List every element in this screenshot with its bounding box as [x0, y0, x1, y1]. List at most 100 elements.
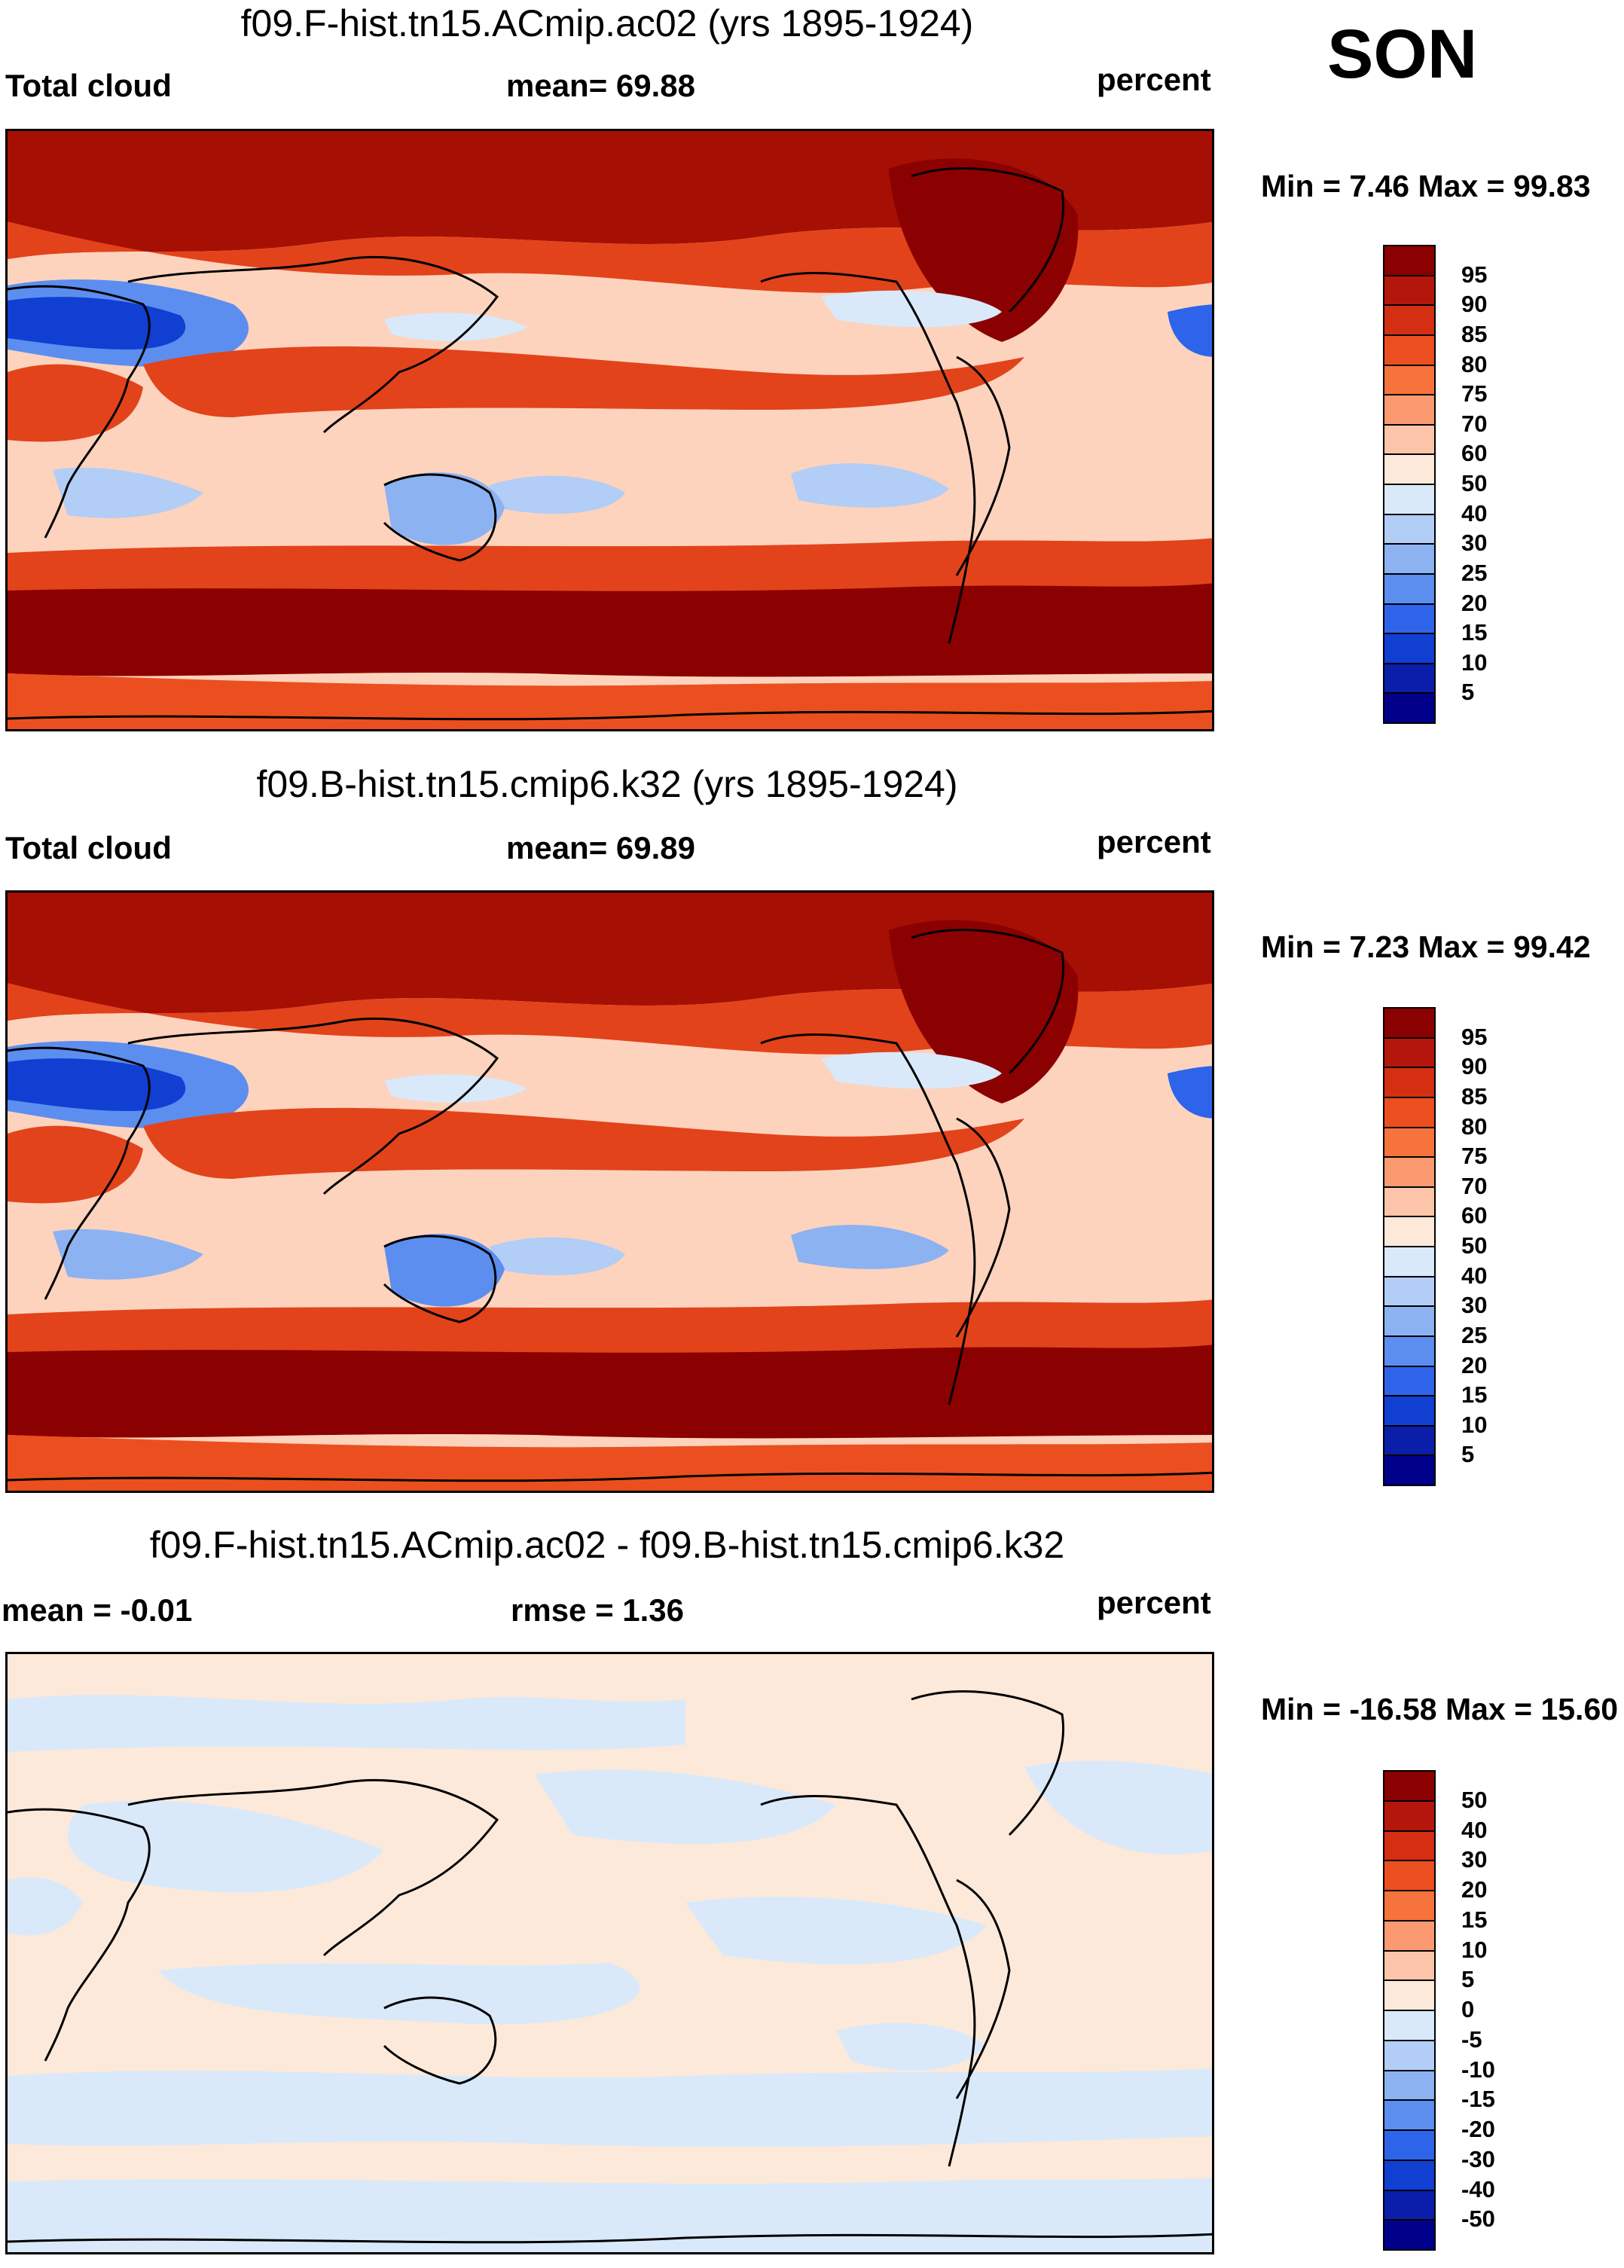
colorbar-tick-label: 70	[1461, 410, 1488, 437]
colorbar-swatch	[1383, 692, 1436, 724]
colorbar-tick-label: 75	[1461, 380, 1488, 408]
colorbar-tick-label: 20	[1461, 1876, 1488, 1903]
panel-middle-colorbar	[1383, 1007, 1436, 1486]
colorbar-tick-label: 80	[1461, 350, 1488, 377]
panel-middle-mean-label: mean= 69.89	[506, 830, 696, 865]
colorbar-swatch	[1383, 1365, 1436, 1397]
colorbar-tick-label: 85	[1461, 320, 1488, 347]
colorbar-tick-label: 5	[1461, 1441, 1475, 1468]
colorbar-swatch	[1383, 633, 1436, 664]
colorbar-tick-label: 15	[1461, 1906, 1488, 1933]
colorbar-tick-label: 15	[1461, 1381, 1488, 1409]
colorbar-swatch	[1383, 1830, 1436, 1862]
panel-middle-minmax: Min = 7.23 Max = 99.42	[1261, 929, 1591, 964]
colorbar-swatch	[1383, 2219, 1436, 2251]
colorbar-swatch	[1383, 2159, 1436, 2191]
colorbar-tick-label: 0	[1461, 1996, 1475, 2022]
colorbar-swatch	[1383, 2099, 1436, 2131]
colorbar-swatch	[1383, 423, 1436, 456]
panel-top-title: f09.F-hist.tn15.ACmip.ac02 (yrs 1895-192…	[240, 2, 974, 44]
panel-top-mean-label: mean= 69.88	[506, 68, 696, 103]
cloud-map-middle	[8, 893, 1212, 1491]
colorbar-tick-label: 40	[1461, 1262, 1488, 1289]
colorbar-swatch	[1383, 1770, 1436, 1802]
colorbar-swatch	[1383, 1919, 1436, 1952]
colorbar-swatch	[1383, 2069, 1436, 2102]
colorbar-tick-label: 10	[1461, 1936, 1488, 1963]
colorbar-swatch	[1383, 603, 1436, 635]
colorbar-swatch	[1383, 1395, 1436, 1427]
colorbar-swatch	[1383, 1067, 1436, 1098]
panel-bottom-units-label: percent	[1097, 1585, 1211, 1620]
colorbar-tick-label: 50	[1461, 470, 1488, 496]
panel-middle-map	[5, 890, 1214, 1493]
colorbar-swatch	[1383, 1216, 1436, 1247]
colorbar-swatch	[1383, 513, 1436, 545]
season-label: SON	[1327, 16, 1478, 93]
colorbar-tick-label: 30	[1461, 530, 1488, 557]
colorbar-tick-label: -40	[1461, 2175, 1495, 2202]
panel-bottom-map	[5, 1652, 1214, 2254]
colorbar-swatch	[1383, 304, 1436, 336]
panel-bottom-title: f09.F-hist.tn15.ACmip.ac02 - f09.B-hist.…	[149, 1524, 1065, 1566]
colorbar-swatch	[1383, 1275, 1436, 1308]
colorbar-tick-label: 15	[1461, 619, 1488, 646]
panel-top-colorbar	[1383, 245, 1436, 724]
colorbar-tick-label: 80	[1461, 1113, 1488, 1140]
colorbar-swatch	[1383, 484, 1436, 515]
panel-middle-units-label: percent	[1097, 824, 1211, 859]
colorbar-tick-label: -5	[1461, 2025, 1482, 2053]
colorbar-tick-label: 60	[1461, 440, 1488, 467]
colorbar-swatch	[1383, 1949, 1436, 1982]
colorbar-swatch	[1383, 2129, 1436, 2161]
colorbar-swatch	[1383, 543, 1436, 575]
panel-middle-title: f09.B-hist.tn15.cmip6.k32 (yrs 1895-1924…	[256, 763, 958, 805]
colorbar-tick-label: 30	[1461, 1292, 1488, 1319]
colorbar-swatch	[1383, 245, 1436, 276]
colorbar-swatch	[1383, 453, 1436, 485]
colorbar-tick-label: 40	[1461, 499, 1488, 527]
panel-bottom-minmax: Min = -16.58 Max = 15.60	[1261, 1692, 1619, 1726]
colorbar-tick-label: 50	[1461, 1232, 1488, 1259]
colorbar-tick-label: 60	[1461, 1202, 1488, 1229]
colorbar-swatch	[1383, 1186, 1436, 1218]
colorbar-tick-label: 75	[1461, 1143, 1488, 1170]
colorbar-tick-label: 10	[1461, 1411, 1488, 1438]
colorbar-tick-label: 95	[1461, 261, 1488, 288]
colorbar-tick-label: -30	[1461, 2145, 1495, 2172]
colorbar-swatch	[1383, 2039, 1436, 2071]
colorbar-swatch	[1383, 1799, 1436, 1832]
colorbar-swatch	[1383, 1890, 1436, 1922]
colorbar-swatch	[1383, 1455, 1436, 1486]
colorbar-tick-label: 85	[1461, 1082, 1488, 1110]
colorbar-tick-label: 20	[1461, 1351, 1488, 1378]
colorbar-tick-label: 40	[1461, 1816, 1488, 1843]
colorbar-swatch	[1383, 2010, 1436, 2041]
colorbar-swatch	[1383, 334, 1436, 366]
panel-middle-variable-label: Total cloud	[5, 830, 172, 865]
colorbar-tick-label: -50	[1461, 2205, 1495, 2233]
colorbar-tick-label: -15	[1461, 2086, 1495, 2113]
colorbar-tick-label: -20	[1461, 2116, 1495, 2142]
colorbar-swatch	[1383, 2189, 1436, 2221]
colorbar-swatch	[1383, 1156, 1436, 1188]
colorbar-swatch	[1383, 1305, 1436, 1337]
panel-bottom-mean-label: mean = -0.01	[2, 1592, 193, 1628]
colorbar-swatch	[1383, 662, 1436, 694]
cloud-map-top	[8, 131, 1212, 729]
colorbar-tick-label: 20	[1461, 589, 1488, 616]
colorbar-tick-label: 5	[1461, 1966, 1475, 1993]
colorbar-swatch	[1383, 1860, 1436, 1891]
panel-bottom-colorbar	[1383, 1770, 1436, 2251]
colorbar-tick-label: 50	[1461, 1786, 1488, 1813]
colorbar-tick-label: 25	[1461, 1321, 1488, 1348]
colorbar-swatch	[1383, 1036, 1436, 1069]
colorbar-tick-label: 10	[1461, 649, 1488, 676]
colorbar-swatch	[1383, 1335, 1436, 1367]
colorbar-swatch	[1383, 1424, 1436, 1457]
colorbar-tick-label: 25	[1461, 559, 1488, 586]
colorbar-tick-label: -10	[1461, 2056, 1495, 2083]
panel-top-map	[5, 129, 1214, 731]
colorbar-tick-label: 5	[1461, 679, 1475, 706]
cloud-difference-map	[8, 1654, 1212, 2252]
